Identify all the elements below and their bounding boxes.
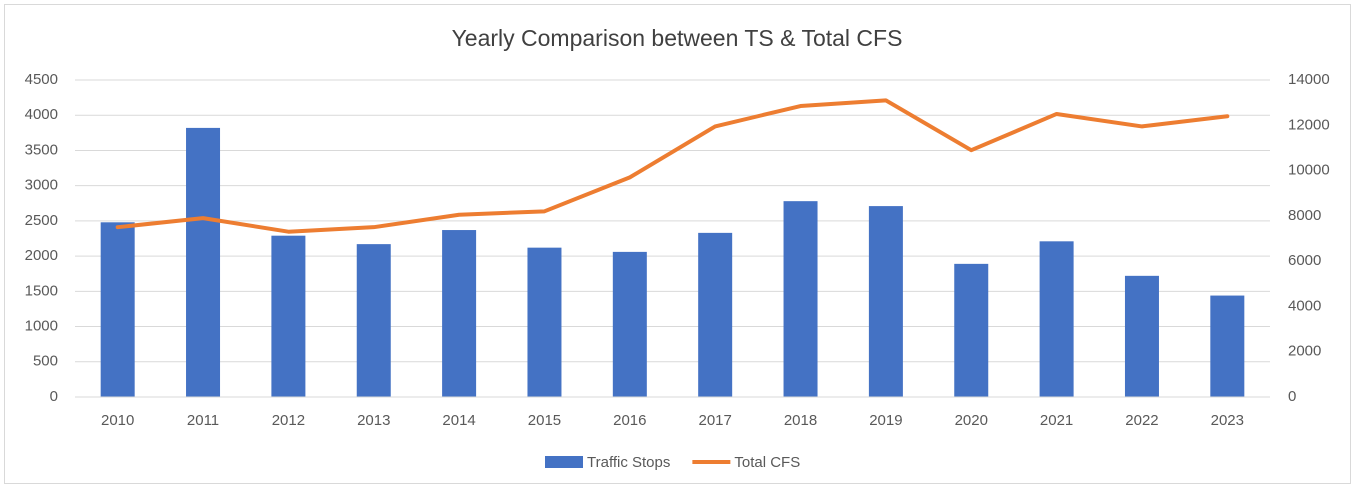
bar: [1210, 295, 1245, 397]
x-tick-label: 2022: [1125, 412, 1158, 429]
x-tick-label: 2019: [869, 412, 902, 429]
y2-tick-label: 2000: [1288, 343, 1321, 360]
x-tick-label: 2010: [101, 412, 134, 429]
x-tick-label: 2015: [528, 412, 561, 429]
x-tick-label: 2018: [784, 412, 817, 429]
y2-tick-label: 8000: [1288, 207, 1321, 224]
chart-border: [4, 4, 1351, 484]
y-tick-label: 1000: [25, 318, 58, 335]
bar: [698, 232, 733, 397]
y2-tick-label: 0: [1288, 388, 1296, 405]
y2-tick-label: 4000: [1288, 297, 1321, 314]
y2-tick-label: 6000: [1288, 252, 1321, 269]
y-tick-label: 2500: [25, 212, 58, 229]
y-tick-label: 3000: [25, 177, 58, 194]
bar: [783, 201, 818, 397]
x-tick-label: 2020: [955, 412, 988, 429]
x-tick-label: 2013: [357, 412, 390, 429]
bar: [612, 251, 647, 397]
bar: [271, 235, 306, 397]
chart-title: Yearly Comparison between TS & Total CFS: [452, 25, 903, 51]
bar: [356, 244, 391, 397]
y2-tick-label: 14000: [1288, 71, 1330, 88]
bar: [186, 127, 221, 397]
x-tick-label: 2016: [613, 412, 646, 429]
y2-tick-label: 10000: [1288, 162, 1330, 179]
y-tick-label: 0: [50, 388, 58, 405]
x-tick-label: 2017: [698, 412, 731, 429]
legend-swatch: [545, 456, 583, 468]
legend-label: Traffic Stops: [587, 454, 670, 471]
y-tick-label: 500: [33, 353, 58, 370]
x-tick-label: 2012: [272, 412, 305, 429]
y-tick-label: 3500: [25, 141, 58, 158]
y-tick-label: 2000: [25, 247, 58, 264]
bar: [100, 222, 135, 397]
bar: [954, 263, 989, 397]
bar: [442, 230, 477, 397]
y2-tick-label: 12000: [1288, 116, 1330, 133]
x-tick-label: 2023: [1211, 412, 1244, 429]
bar: [868, 206, 903, 397]
x-tick-label: 2011: [187, 412, 219, 429]
bar: [527, 247, 562, 397]
x-tick-label: 2014: [442, 412, 475, 429]
y-tick-label: 1500: [25, 282, 58, 299]
bar: [1124, 275, 1159, 397]
bar: [1039, 241, 1074, 397]
y-tick-label: 4000: [25, 106, 58, 123]
y-tick-label: 4500: [25, 71, 58, 88]
x-tick-label: 2021: [1040, 412, 1073, 429]
line: [115, 98, 1230, 234]
legend-label: Total CFS: [734, 454, 800, 471]
